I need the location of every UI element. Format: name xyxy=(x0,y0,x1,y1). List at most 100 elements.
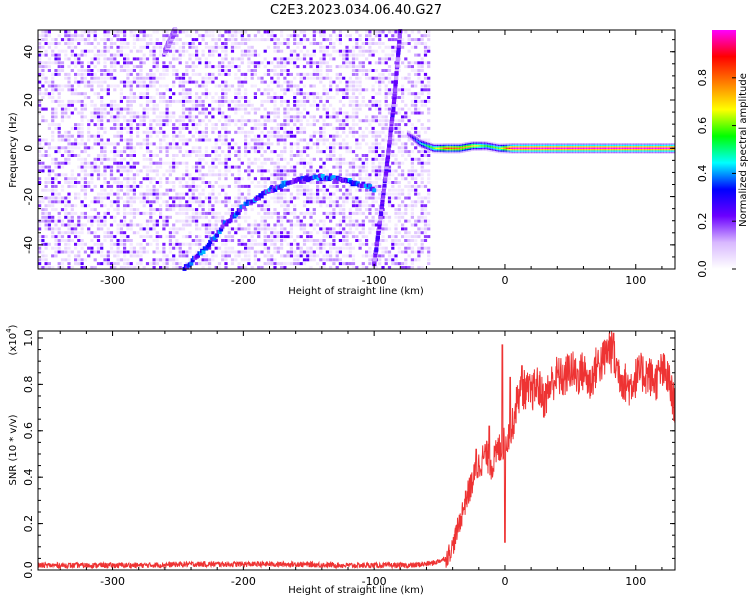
spectrogram-noise-cell xyxy=(263,215,267,219)
spectrogram-noise-cell xyxy=(293,250,297,254)
spectrogram-noise-cell xyxy=(165,181,169,184)
spectrogram-noise-cell xyxy=(106,84,110,88)
spectrogram-noise-cell xyxy=(368,76,372,80)
spectrogram-noise-cell xyxy=(335,134,339,138)
spectrogram-noise-cell xyxy=(44,181,48,184)
spectrogram-noise-cell xyxy=(51,219,55,223)
spectrogram-noise-cell xyxy=(106,138,110,142)
spectrogram-noise-cell xyxy=(329,258,333,262)
spectrogram-noise-cell xyxy=(80,134,84,138)
spectrogram-noise-cell xyxy=(113,88,117,92)
spectrogram-noise-cell xyxy=(260,223,264,227)
spectrogram-noise-cell xyxy=(371,88,375,92)
spectrogram-noise-cell xyxy=(260,227,264,231)
spectrogram-noise-cell xyxy=(106,157,110,161)
spectrogram-noise-cell xyxy=(276,192,280,196)
spectrogram-noise-cell xyxy=(368,45,372,49)
spectrogram-noise-cell xyxy=(214,223,218,227)
spectrogram-noise-cell xyxy=(361,45,365,49)
spectrogram-noise-cell xyxy=(201,258,205,262)
spectrogram-noise-cell xyxy=(195,103,199,107)
spectrogram-noise-cell xyxy=(335,258,339,262)
spectrogram-noise-cell xyxy=(181,219,186,223)
spectrogram-noise-cell xyxy=(100,250,104,254)
spectrogram-noise-cell xyxy=(168,242,172,246)
spectrogram-noise-cell xyxy=(420,173,424,177)
spectrogram-noise-cell xyxy=(401,42,405,45)
spectrogram-noise-cell xyxy=(139,92,143,96)
spectrogram-noise-cell xyxy=(142,84,146,88)
spectrogram-noise-cell xyxy=(96,126,101,130)
spectrogram-noise-cell xyxy=(204,107,208,111)
spectrogram-noise-cell xyxy=(57,65,61,69)
spectrogram-noise-cell xyxy=(257,231,261,235)
spectrogram-noise-cell xyxy=(80,61,84,65)
spectrogram-noise-cell xyxy=(273,115,277,119)
spectrogram-noise-cell xyxy=(41,53,45,57)
spectrogram-noise-cell xyxy=(319,157,323,161)
spectrogram-noise-cell xyxy=(299,80,303,84)
spectrogram-noise-cell xyxy=(87,69,91,72)
spectrogram-noise-cell xyxy=(188,130,192,134)
spectrogram-noise-cell xyxy=(90,146,94,150)
spectrogram-noise-cell xyxy=(201,111,205,115)
spectrogram-noise-cell xyxy=(358,169,362,173)
spectrogram-noise-cell xyxy=(299,92,303,96)
spectrogram-noise-cell xyxy=(116,150,120,154)
spectrogram-noise-cell xyxy=(250,246,254,250)
spectrogram-noise-cell xyxy=(188,173,192,177)
spectrogram-noise-cell xyxy=(80,157,84,161)
spectrogram-noise-cell xyxy=(211,53,215,57)
spectrogram-noise-cell xyxy=(244,196,248,200)
spectrogram-ridge-cell xyxy=(361,181,366,186)
spectrogram-noise-cell xyxy=(159,266,163,269)
spectrogram-noise-cell xyxy=(41,258,45,262)
spectrogram-noise-cell xyxy=(113,142,117,146)
spectrogram-noise-cell xyxy=(181,126,186,130)
spectrogram-noise-cell xyxy=(325,107,329,111)
spectrogram-noise-cell xyxy=(260,173,264,177)
spectrogram-noise-cell xyxy=(77,196,81,200)
spectrogram-noise-cell xyxy=(191,119,195,123)
spectrogram-noise-cell xyxy=(302,72,307,76)
spectrogram-noise-cell xyxy=(240,235,244,239)
spectrogram-noise-cell xyxy=(257,266,261,269)
spectrogram-noise-cell xyxy=(342,262,346,266)
spectrogram-noise-cell xyxy=(273,208,277,212)
spectrogram-noise-cell xyxy=(83,103,87,107)
spectrogram-noise-cell xyxy=(358,84,362,88)
spectrogram-noise-cell xyxy=(371,169,375,173)
spectrogram-noise-cell xyxy=(420,165,424,169)
spectrogram-noise-cell xyxy=(175,196,179,200)
spectrogram-noise-cell xyxy=(100,88,104,92)
spectrogram-noise-cell xyxy=(126,227,130,231)
spectrogram-noise-cell xyxy=(289,142,293,146)
spectrogram-noise-cell xyxy=(296,146,300,150)
spectrogram-noise-cell xyxy=(391,181,395,184)
spectrogram-noise-cell xyxy=(100,262,104,266)
spectrogram-noise-cell xyxy=(129,262,133,266)
spectrogram-noise-cell xyxy=(270,126,274,130)
spectrogram-noise-cell xyxy=(273,34,277,38)
spectrogram-noise-cell xyxy=(96,157,101,161)
spectrogram-noise-cell xyxy=(109,119,114,123)
spectrogram-noise-cell xyxy=(96,246,101,250)
spectrogram-noise-cell xyxy=(172,84,176,88)
spectrogram-noise-cell xyxy=(224,246,228,250)
spectrogram-noise-cell xyxy=(230,107,235,111)
spectrogram-noise-cell xyxy=(348,65,352,69)
spectrogram-noise-cell xyxy=(126,177,130,181)
spectrogram-noise-cell xyxy=(80,223,84,227)
spectrogram-noise-cell xyxy=(136,111,140,115)
spectrogram-noise-cell xyxy=(234,231,238,235)
spectrogram-noise-cell xyxy=(283,215,287,219)
spectrogram-noise-cell xyxy=(214,154,218,157)
spectrogram-noise-cell xyxy=(57,165,61,169)
spectrogram-noise-cell xyxy=(348,254,352,258)
spectrogram-noise-cell xyxy=(335,92,339,96)
spectrogram-noise-cell xyxy=(90,42,94,45)
spectrogram-noise-cell xyxy=(296,219,300,223)
spectrogram-noise-cell xyxy=(266,208,271,212)
spectrogram-noise-cell xyxy=(60,161,65,165)
spectrogram-noise-cell xyxy=(355,115,359,119)
